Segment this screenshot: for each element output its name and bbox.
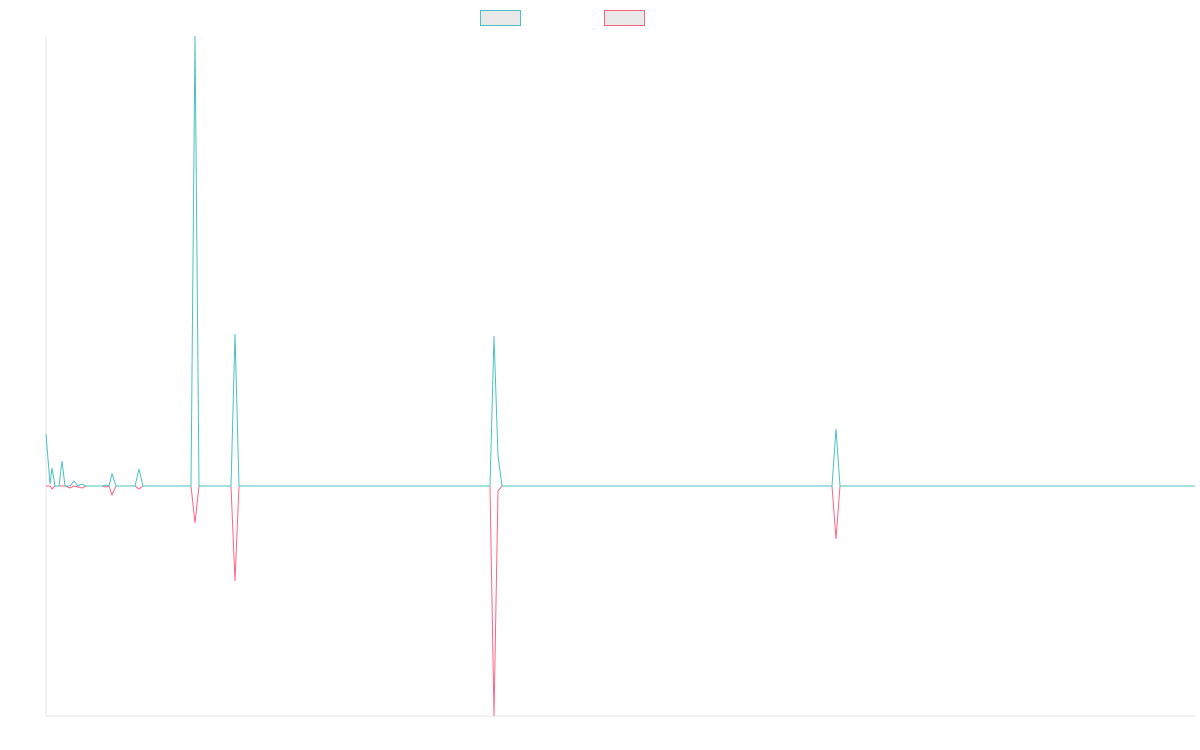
legend [480, 10, 645, 26]
series-line [45, 35, 1195, 487]
plot-area [45, 35, 1195, 717]
series-line [46, 485, 1195, 717]
legend-swatch [604, 10, 645, 26]
legend-swatch [480, 10, 521, 26]
